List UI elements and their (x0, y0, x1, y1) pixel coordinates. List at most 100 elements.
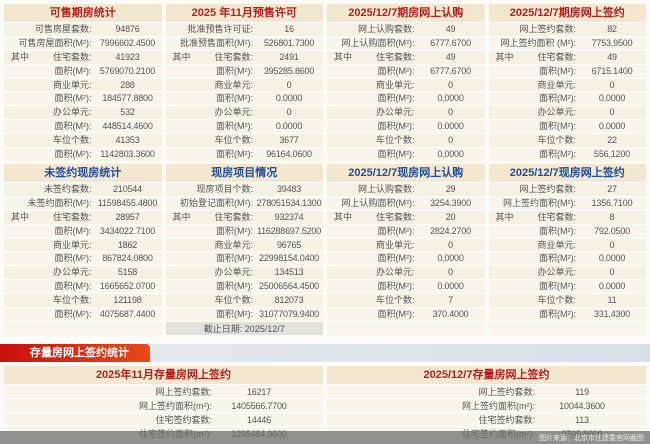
row-value: 932374 (274, 211, 304, 222)
row-value: 119 (575, 387, 589, 397)
row-value: 49 (445, 24, 456, 34)
panel-footer (488, 320, 646, 335)
row-label: 面积(M²): (216, 281, 253, 292)
row-label: 面积(M²): (54, 93, 92, 104)
row-value: 49 (607, 51, 617, 62)
row-label: 可售房屋套数: (34, 24, 92, 34)
table-row: 面积(M²): 0.0000 (327, 279, 485, 294)
table-row: 其中 住宅套数: 8 (488, 209, 646, 224)
row-label: 车位个数: (52, 295, 92, 306)
row-label: 住宅签约套数: (155, 415, 212, 425)
panel-title: 2025/12/7存量房网上签约 (327, 366, 646, 384)
row-value: 7753.9500 (591, 37, 633, 48)
table-row: 车位个数: 3677 (165, 133, 323, 148)
row-label: 未签约套数: (43, 184, 92, 194)
row-value: 448514.4600 (102, 121, 153, 132)
row-label: 面积(M²): (216, 309, 253, 320)
panel-title: 2025/12/7期房网上认购 (327, 4, 485, 22)
row-label: 住宅套数: (214, 51, 253, 62)
row-value: 3254.3900 (430, 197, 471, 208)
row-value: 0 (609, 267, 615, 278)
row-label: 面积(M²): (539, 281, 576, 292)
table-row: 商业单元: 96765 (165, 237, 323, 252)
table-row: 面积(M²): 867824.0800 (4, 251, 162, 266)
row-label: 商业单元: (537, 239, 576, 250)
row-value: 0 (448, 267, 453, 278)
row-value: 0 (609, 239, 615, 250)
row-label: 车位个数: (375, 295, 415, 306)
row-prefix: 其中 (495, 211, 514, 222)
row-label: 面积(M²): (54, 309, 92, 320)
table-row: 网上签约套数: 16217 (4, 384, 323, 398)
row-value: 16217 (246, 387, 272, 397)
row-label: 车位个数: (52, 135, 92, 146)
panel-rows: 网上认购套数: 29 网上认购面积(M²): 3254.3900 其中 住宅套数: 20 面积… (327, 182, 485, 321)
row-value: 0 (448, 107, 453, 118)
row-prefix: 其中 (333, 211, 352, 222)
row-label: 网上签约套数: (155, 387, 212, 397)
row-label: 面积(M²): (216, 65, 253, 76)
row-value: 0.0000 (275, 93, 303, 104)
row-label: 商业单元: (214, 239, 253, 250)
row-value: 96765 (276, 239, 302, 250)
table-row: 商业单元: 0 (327, 77, 485, 92)
row-label: 批准预售许可证: (187, 24, 253, 34)
table-row: 网上认购面积(M²): 6777.6700 (327, 35, 485, 50)
table-row: 商业单元: 0 (488, 237, 646, 252)
row-value: 1862 (117, 239, 138, 250)
row-label: 商业单元: (375, 79, 415, 90)
presale-stats-grid: 可售期房统计 可售房屋套数: 94876 可售房屋面积(M²): 7996602.450… (4, 4, 646, 161)
row-label: 住宅套数: (375, 51, 415, 62)
table-row: 面积(M²): 331.4300 (488, 307, 646, 321)
row-value: 6777.6700 (430, 37, 471, 48)
table-row: 车位个数: 121198 (4, 293, 162, 308)
table-row: 其中 住宅套数: 28957 (4, 209, 162, 224)
section-title: 存量房网上签约统计 (0, 344, 150, 362)
row-prefix: 其中 (172, 51, 191, 62)
row-label: 办公单元: (537, 107, 576, 118)
row-value: 22998154.0400 (259, 253, 319, 264)
row-label: 面积(M²): (54, 121, 92, 132)
row-value: 3434022.7100 (99, 225, 156, 236)
row-value: 7996602.4500 (99, 37, 156, 48)
row-label: 面积(M²): (54, 149, 92, 160)
row-value: 31077079.9400 (259, 309, 319, 320)
row-label: 办公单元: (375, 107, 415, 118)
row-value: 41353 (115, 135, 140, 146)
row-label: 面积(M²): (377, 93, 415, 104)
row-label: 住宅套数: (537, 211, 576, 222)
row-label: 面积(M²): (377, 253, 415, 264)
table-row: 面积(M²): 2824.2700 (327, 223, 485, 238)
row-value: 116288697.5200 (256, 225, 322, 236)
table-row: 面积(M²): 0.0000 (488, 279, 646, 294)
panel-footer: 截止日期: 2025/12/7 (165, 320, 323, 335)
row-label: 网上签约面积(m²): (462, 401, 535, 411)
row-label: 网上签约面积 (M²): (500, 37, 577, 48)
row-label: 住宅套数: (214, 211, 253, 222)
row-label: 面积(M²): (54, 253, 92, 264)
row-value: 11 (607, 295, 617, 306)
table-row: 办公单元: 134513 (165, 265, 323, 280)
table-row: 车位个数: 0 (327, 133, 485, 148)
table-row: 网上签约面积(m²): 1405566.7700 (4, 398, 323, 412)
table-row: 面积(M²): 0.0000 (488, 251, 646, 266)
table-row: 面积(M²): 556.1200 (488, 147, 646, 161)
row-label: 住宅套数: (52, 211, 92, 222)
row-label: 车位个数: (375, 135, 415, 146)
panel-footer (327, 320, 485, 335)
panel-title: 现房项目情况 (165, 164, 323, 182)
table-row: 面积(M²): 5769070.2100 (4, 63, 162, 78)
row-value: 288 (120, 79, 135, 90)
table-row: 其中 住宅套数: 49 (327, 49, 485, 64)
table-row: 面积(M²): 96164.0600 (165, 147, 323, 161)
table-row: 网上签约面积 (M²): 7753.9500 (488, 35, 646, 50)
table-row: 面积(M²): 0.0000 (327, 91, 485, 106)
row-value: 96164.0600 (266, 149, 312, 160)
row-value: 0 (448, 79, 453, 90)
row-label: 面积(M²): (539, 253, 576, 264)
row-label: 商业单元: (214, 79, 253, 90)
table-row: 面积(M²): 184577.8800 (4, 91, 162, 106)
row-prefix: 其中 (10, 51, 29, 62)
table-row: 面积(M²): 116288697.5200 (165, 223, 323, 238)
table-row: 办公单元: 0 (488, 105, 646, 120)
